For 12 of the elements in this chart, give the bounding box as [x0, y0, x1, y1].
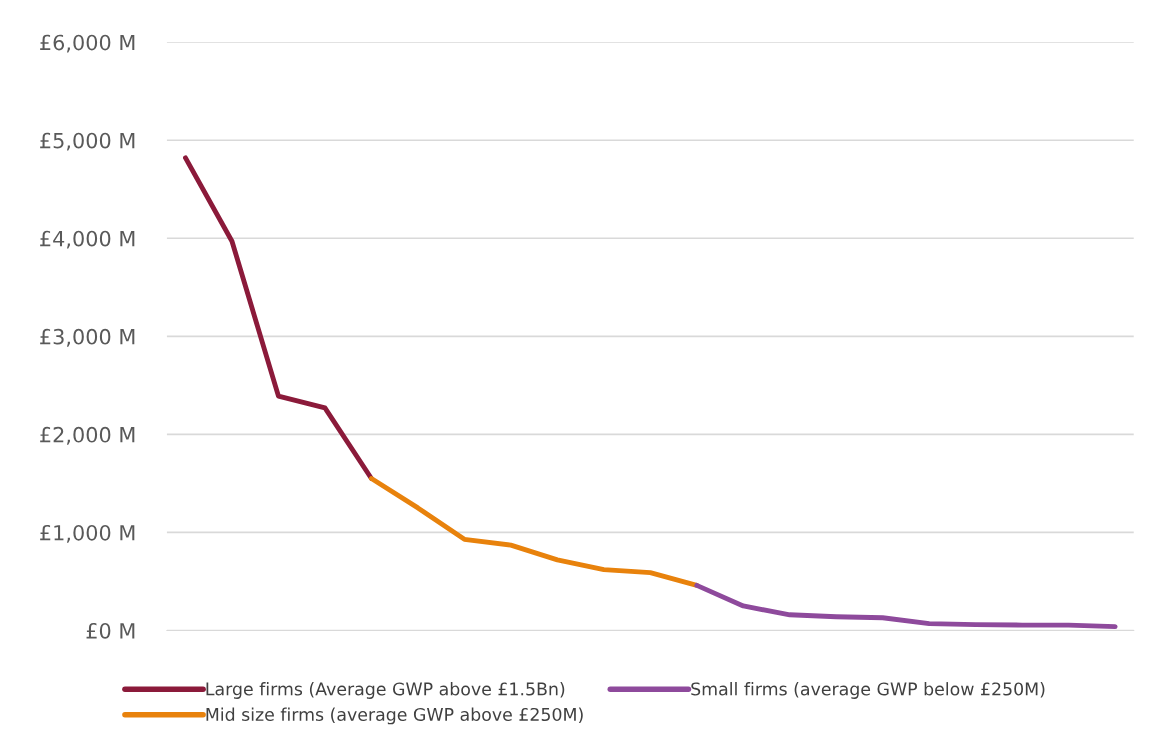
y-tick-label: £3,000 M [40, 328, 135, 347]
y-tick-label: £2,000 M [40, 426, 135, 445]
y-tick-label: £1,000 M [40, 524, 135, 543]
y-tick-label: £4,000 M [40, 230, 135, 249]
y-tick-label: £6,000 M [40, 34, 135, 53]
legend-label: Mid size firms (average GWP above £250M) [206, 707, 583, 725]
y-tick-label: £0 M [86, 622, 135, 639]
legend-label: Small firms (average GWP below £250M) [691, 682, 1045, 699]
y-tick-label: £5,000 M [40, 132, 135, 151]
line-series [183, 155, 374, 481]
line-series [694, 582, 1118, 629]
legend-label: Large firms (Average GWP above £1.5Bn) [206, 682, 565, 699]
